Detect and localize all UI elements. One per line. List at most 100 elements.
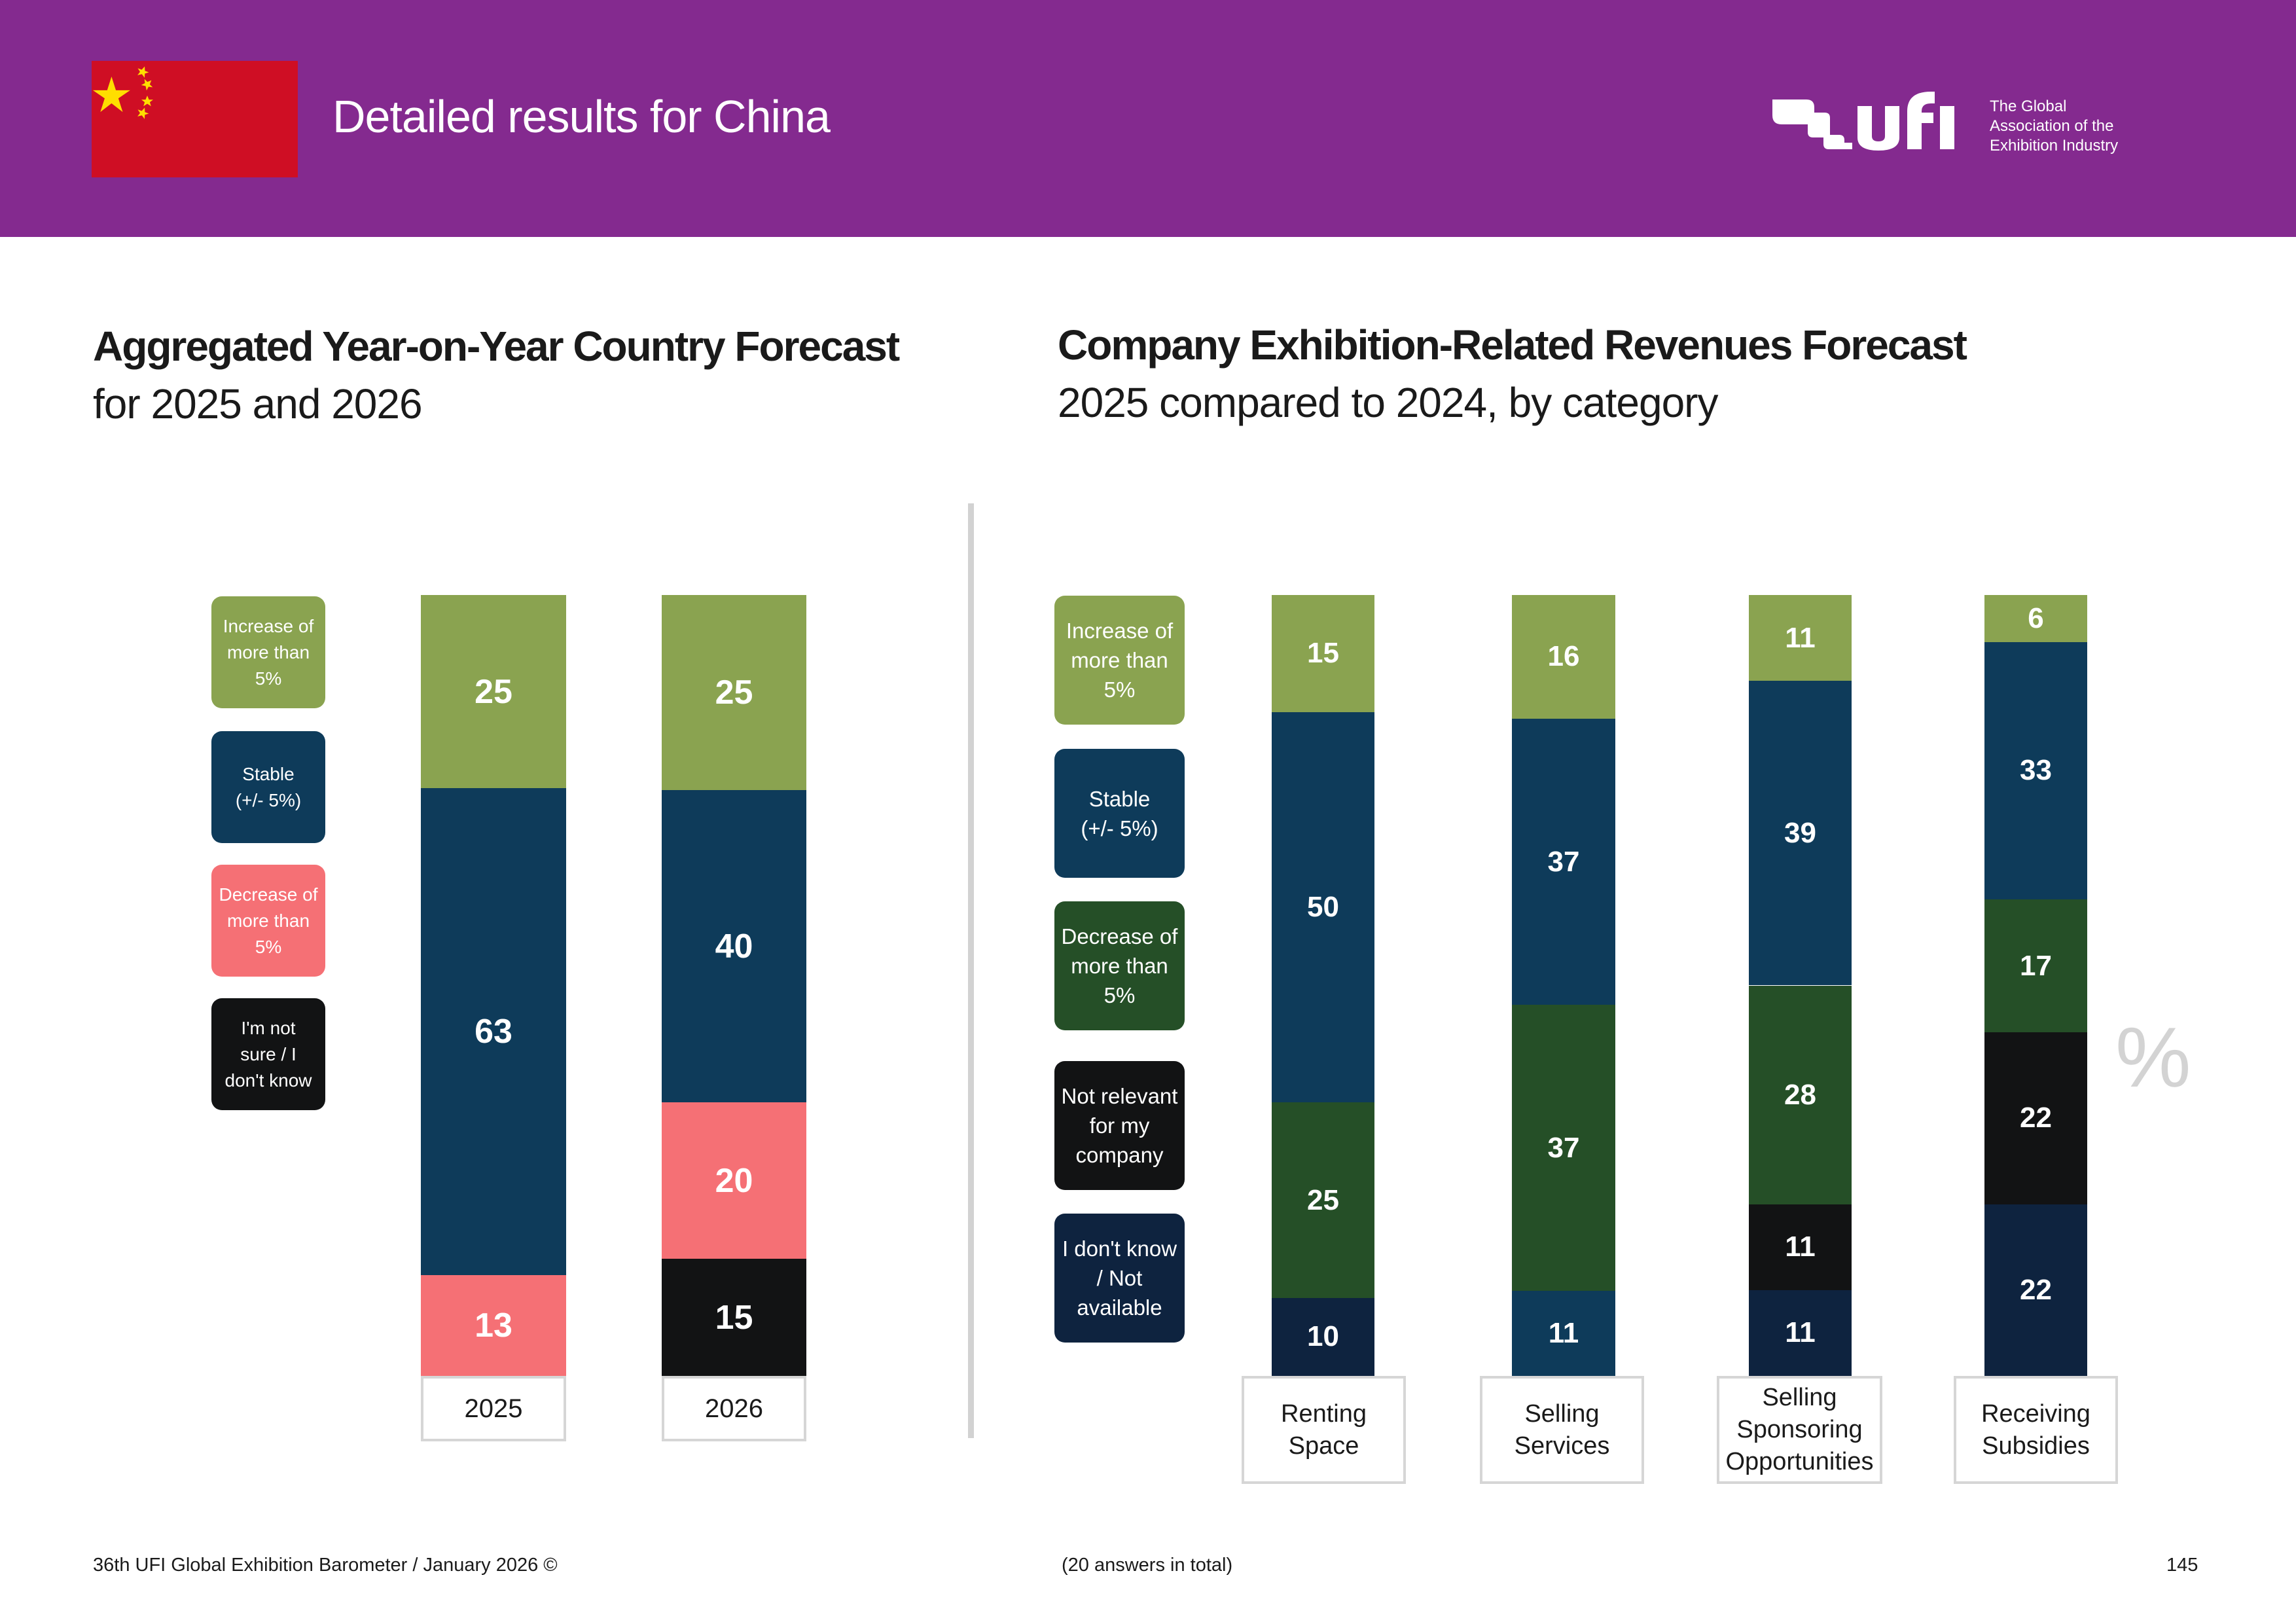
flag-large-star — [92, 77, 130, 113]
right-category-label: Selling Sponsoring Opportunities — [1717, 1376, 1882, 1484]
legend-label-line: (+/- 5%) — [1081, 816, 1158, 840]
bar-segment-i-don-t-know-not-available: 22 — [1984, 1204, 2087, 1376]
data-label: 37 — [1547, 1131, 1580, 1164]
data-label: 22 — [2020, 1273, 2052, 1306]
logo-tagline-line-2: Association of the — [1990, 117, 2114, 135]
bar-segment-not-relevant-for-my-company: 22 — [1984, 1032, 2087, 1204]
data-label: 25 — [1307, 1183, 1339, 1216]
right-category-label: Selling Services — [1480, 1376, 1644, 1484]
data-label: 50 — [1307, 891, 1339, 924]
bar-segment-increase-of-more-than-5: 11 — [1749, 595, 1852, 681]
bar-segment-stable-5: 33 — [1984, 641, 2087, 900]
left-legend-item-stable: Stable (+/- 5%) — [211, 731, 325, 843]
right-bar-selling-services: 16 37 37 11 — [1512, 595, 1615, 1376]
legend-label-line: 5% — [255, 668, 282, 689]
data-label: 11 — [1785, 621, 1816, 654]
data-label: 11 — [1548, 1317, 1579, 1350]
footer-answers-count: (20 answers in total) — [1062, 1555, 1233, 1576]
bar-segment-increase-of-more-than-5: 6 — [1984, 595, 2087, 642]
logo-tagline-line-1: The Global — [1990, 98, 2067, 115]
legend-label-line: (+/- 5%) — [235, 789, 302, 810]
legend-label-line: 5% — [1103, 677, 1136, 702]
category-label-line: Opportunities — [1725, 1448, 1874, 1475]
data-label: 33 — [2020, 754, 2052, 787]
bar-segment-increase-of-more-than-5: 25 — [421, 595, 566, 789]
left-bar-2026: 25 40 20 15 — [662, 595, 806, 1376]
right-legend-item-decrease: Decrease of more than 5% — [1054, 901, 1185, 1030]
category-label-line: Subsidies — [1982, 1432, 2090, 1460]
legend-label-line: Stable — [242, 763, 295, 784]
category-label-line: 2025 — [464, 1394, 523, 1423]
bar-segment-decrease-of-more-than-5: 25 — [1272, 1102, 1374, 1298]
left-legend-item-increase: Increase of more than 5% — [211, 596, 325, 708]
flag-small-star-2 — [141, 79, 153, 91]
legend-label-line: more than — [1071, 954, 1168, 978]
legend-label-line: more than — [226, 641, 310, 662]
legend-label-line: 5% — [255, 936, 282, 957]
data-label: 40 — [715, 927, 753, 965]
legend-label-line: Decrease of — [219, 884, 318, 905]
legend-label-line: Increase of — [223, 615, 314, 636]
data-label: 15 — [1307, 637, 1339, 670]
china-flag-icon — [92, 61, 298, 177]
flag-small-star-4 — [137, 107, 149, 119]
data-label: 39 — [1784, 816, 1816, 849]
bar-segment-stable-5: 50 — [1272, 712, 1374, 1103]
flag-small-star-3 — [141, 96, 153, 107]
bar-segment-stable-5: 39 — [1749, 681, 1852, 986]
legend-label-line: for my — [1089, 1113, 1150, 1138]
data-label: 20 — [715, 1161, 753, 1200]
legend-label-line: 5% — [1103, 983, 1136, 1007]
category-label-line: Selling — [1762, 1384, 1837, 1411]
data-label: 6 — [2028, 602, 2044, 634]
legend-label-line: available — [1077, 1295, 1162, 1320]
right-bar-receiving-subsidies: 6 33 17 22 22 — [1984, 595, 2087, 1376]
legend-label-line: Decrease of — [1061, 924, 1178, 948]
data-label: 16 — [1547, 640, 1580, 673]
bar-segment-decrease-of-more-than-5: 17 — [1984, 899, 2087, 1033]
right-category-label: Renting Space — [1242, 1376, 1406, 1484]
category-label-line: 2026 — [705, 1394, 763, 1423]
right-legend-item-increase: Increase of more than 5% — [1054, 596, 1185, 725]
left-chart-title: Aggregated Year-on-Year Country Forecast — [93, 323, 900, 370]
ufi-logo-mark-icon — [1772, 92, 1954, 151]
left-bar-2025: 25 63 13 — [421, 595, 566, 1376]
legend-label-line: Increase of — [1066, 619, 1174, 643]
legend-label-line: more than — [1071, 648, 1168, 672]
logo-tagline-line-3: Exhibition Industry — [1990, 137, 2119, 154]
data-label: 25 — [715, 674, 753, 712]
legend-label-line: I'm not — [241, 1017, 296, 1038]
right-category-label: Receiving Subsidies — [1954, 1376, 2118, 1484]
right-chart-subtitle: 2025 compared to 2024, by category — [1058, 379, 1718, 426]
bar-segment-increase-of-more-than-5: 15 — [1272, 595, 1374, 712]
right-chart-title: Company Exhibition-Related Revenues Fore… — [1058, 321, 1967, 369]
bar-segment-i-don-t-know-not-available: 11 — [1512, 1291, 1615, 1376]
page-title: Detailed results for China — [332, 91, 831, 142]
data-label: 11 — [1785, 1316, 1816, 1349]
data-label: 11 — [1785, 1231, 1816, 1263]
bar-segment-decrease-of-more-than-5: 37 — [1512, 1005, 1615, 1291]
bar-segment-i-don-t-know-not-available: 10 — [1272, 1297, 1374, 1376]
right-legend-item-stable: Stable (+/- 5%) — [1054, 749, 1185, 878]
page-header: Detailed results for China The Global As… — [0, 0, 2296, 237]
data-label: 10 — [1307, 1320, 1339, 1353]
data-label: 15 — [715, 1298, 753, 1337]
bar-segment-stable-5: 37 — [1512, 718, 1615, 1005]
category-label-line: Services — [1514, 1432, 1610, 1460]
category-label-line: Receiving — [1981, 1399, 2090, 1428]
percent-unit-label: % — [2115, 1009, 2191, 1105]
bar-segment-stable-5: 40 — [662, 790, 806, 1103]
bar-segment-i-m-not-sure-i-don-t-know: 15 — [662, 1259, 806, 1376]
data-label: 25 — [475, 672, 512, 711]
flag-small-star-1 — [137, 66, 149, 78]
bar-segment-increase-of-more-than-5: 16 — [1512, 595, 1615, 719]
left-category-label: 2026 — [662, 1376, 806, 1441]
bar-segment-increase-of-more-than-5: 25 — [662, 595, 806, 791]
ufi-logo: The Global Association of the Exhibition… — [1767, 72, 2134, 164]
right-legend-item-dont-know: I don't know / Not available — [1054, 1214, 1185, 1343]
data-label: 63 — [475, 1013, 512, 1051]
right-legend-item-not-relevant: Not relevant for my company — [1054, 1061, 1185, 1190]
left-legend-item-decrease: Decrease of more than 5% — [211, 865, 325, 977]
right-bar-selling-sponsoring-opportunities: 11 39 28 11 11 — [1749, 595, 1852, 1376]
bar-segment-decrease-of-more-than-5: 20 — [662, 1102, 806, 1259]
